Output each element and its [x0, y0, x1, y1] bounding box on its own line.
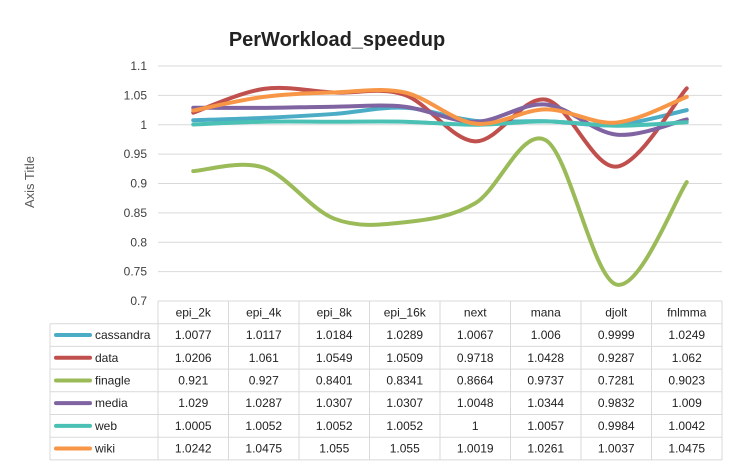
data-label: 1.055: [319, 442, 349, 456]
data-label: 1.055: [390, 442, 420, 456]
data-label: 1.0344: [527, 396, 564, 410]
data-table: epi_2k epi_4k epi_8k epi_16k next mana djolt fn…: [49, 300, 723, 461]
data-label: 1.0242: [175, 442, 212, 456]
legend-label-wiki: wiki: [94, 442, 115, 456]
data-label: 1.0549: [316, 351, 353, 365]
data-label: 1.0475: [245, 442, 282, 456]
data-label: 1.0261: [527, 442, 564, 456]
data-label: 0.8401: [316, 373, 353, 387]
data-label: 1.062: [672, 351, 702, 365]
gridlines: [158, 65, 722, 273]
data-label: 1.0475: [668, 442, 705, 456]
data-label: 1.009: [672, 396, 702, 410]
legend-label-web: web: [94, 419, 117, 433]
x-tick-label: epi_8k: [317, 305, 353, 319]
x-tick-label: next: [464, 305, 487, 319]
data-label: 1.0249: [668, 328, 705, 342]
series-line-web: [191, 119, 689, 128]
data-label: 1.0206: [175, 351, 212, 365]
data-label: 1.0005: [175, 419, 212, 433]
data-label: 1.0289: [386, 328, 423, 342]
data-label: 1.0428: [527, 351, 564, 365]
data-label: 1.029: [178, 396, 208, 410]
data-label: 1.0037: [598, 442, 635, 456]
data-label: 1.0509: [386, 351, 423, 365]
x-tick-label: epi_4k: [246, 305, 282, 319]
y-tick-label: 1: [140, 118, 147, 132]
y-tick-label: 0.95: [124, 147, 148, 161]
data-label: 1.0077: [175, 328, 212, 342]
data-label: 0.9999: [598, 328, 635, 342]
data-label: 1.0067: [457, 328, 494, 342]
y-tick-label: 0.8: [130, 235, 147, 249]
data-label: 1.0052: [245, 419, 282, 433]
legend-label-finagle: finagle: [95, 373, 131, 387]
data-label: 0.9023: [668, 373, 705, 387]
data-label: 1.0048: [457, 396, 494, 410]
data-label: 0.8341: [386, 373, 423, 387]
y-tick-label: 0.75: [124, 265, 148, 279]
data-label: 0.9832: [598, 396, 635, 410]
data-label: 0.7281: [598, 373, 635, 387]
y-tick-label: 1.05: [124, 88, 148, 102]
series-lines: [191, 85, 689, 287]
data-label: 1.061: [249, 351, 279, 365]
x-tick-label: fnlmma: [667, 305, 707, 319]
x-tick-label: djolt: [605, 305, 628, 319]
data-label: 0.9718: [457, 351, 494, 365]
legend-label-media: media: [95, 396, 128, 410]
data-label: 1.006: [531, 328, 561, 342]
data-label: 1.0057: [527, 419, 564, 433]
y-axis-title: Axis Title: [22, 156, 37, 208]
series-line-finagle: [191, 136, 689, 287]
data-label: 0.9287: [598, 351, 635, 365]
data-label: 1: [472, 419, 479, 433]
x-tick-label: epi_16k: [384, 305, 427, 319]
data-label: 1.0052: [316, 419, 353, 433]
legend-label-cassandra: cassandra: [95, 328, 151, 342]
data-label: 0.9984: [598, 419, 635, 433]
y-tick-label: 1.1: [130, 59, 147, 73]
data-label: 1.0184: [316, 328, 353, 342]
x-tick-label: mana: [531, 305, 561, 319]
data-label: 1.0307: [316, 396, 353, 410]
y-tick-label: 0.9: [130, 177, 147, 191]
y-tick-label: 0.85: [124, 206, 148, 220]
data-label: 0.8664: [457, 373, 494, 387]
data-label: 0.927: [249, 373, 279, 387]
series-line-wiki: [191, 87, 689, 126]
data-label: 1.0307: [386, 396, 423, 410]
data-label: 1.0019: [457, 442, 494, 456]
x-tick-label: epi_2k: [176, 305, 212, 319]
data-label: 1.0052: [386, 419, 423, 433]
series-line-media: [191, 102, 689, 137]
data-label: 1.0117: [246, 328, 282, 342]
chart-title: PerWorkload_speedup: [229, 29, 445, 51]
data-label: 1.0042: [668, 419, 705, 433]
series-line-data: [191, 85, 689, 169]
data-label: 0.921: [178, 373, 208, 387]
legend-label-data: data: [95, 351, 119, 365]
y-axis-ticks: 0.7 0.75 0.8 0.85 0.9 0.95 1 1.05 1.1: [124, 59, 148, 308]
data-label: 1.0287: [245, 396, 282, 410]
y-tick-label: 0.7: [130, 294, 147, 308]
data-label: 0.9737: [527, 373, 564, 387]
